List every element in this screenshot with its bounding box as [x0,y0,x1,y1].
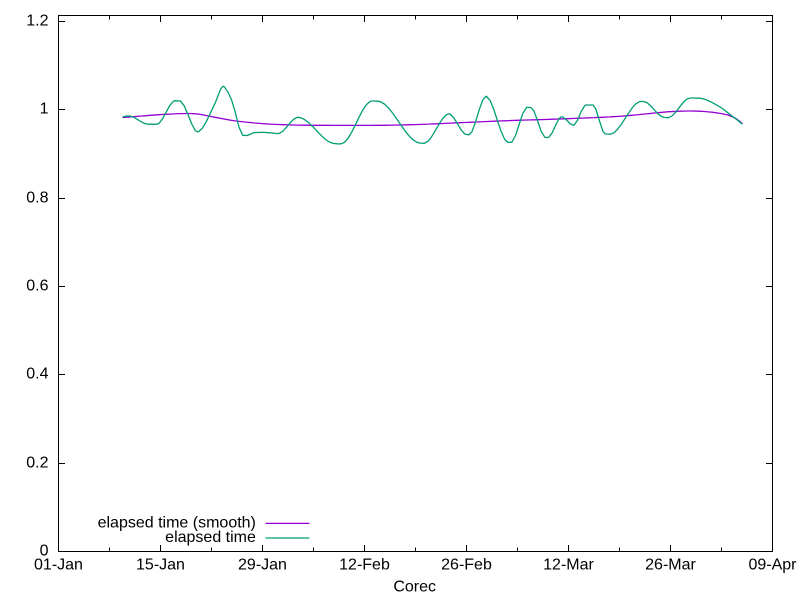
svg-text:26-Mar: 26-Mar [645,557,696,574]
svg-text:0.4: 0.4 [26,366,48,383]
svg-text:1.2: 1.2 [26,13,48,30]
svg-text:0.2: 0.2 [26,455,48,472]
svg-text:0: 0 [40,543,49,560]
svg-text:elapsed time: elapsed time [165,529,256,546]
svg-text:09-Apr: 09-Apr [748,557,797,574]
svg-text:15-Jan: 15-Jan [136,557,185,574]
svg-text:0.8: 0.8 [26,190,48,207]
svg-text:0.6: 0.6 [26,278,48,295]
svg-text:26-Feb: 26-Feb [441,557,492,574]
svg-text:12-Mar: 12-Mar [543,557,594,574]
svg-text:01-Jan: 01-Jan [34,557,83,574]
svg-text:1: 1 [40,101,49,118]
svg-text:12-Feb: 12-Feb [339,557,390,574]
svg-text:Corec: Corec [393,578,436,595]
svg-text:29-Jan: 29-Jan [238,557,287,574]
svg-text:elapsed time (smooth): elapsed time (smooth) [98,514,256,531]
